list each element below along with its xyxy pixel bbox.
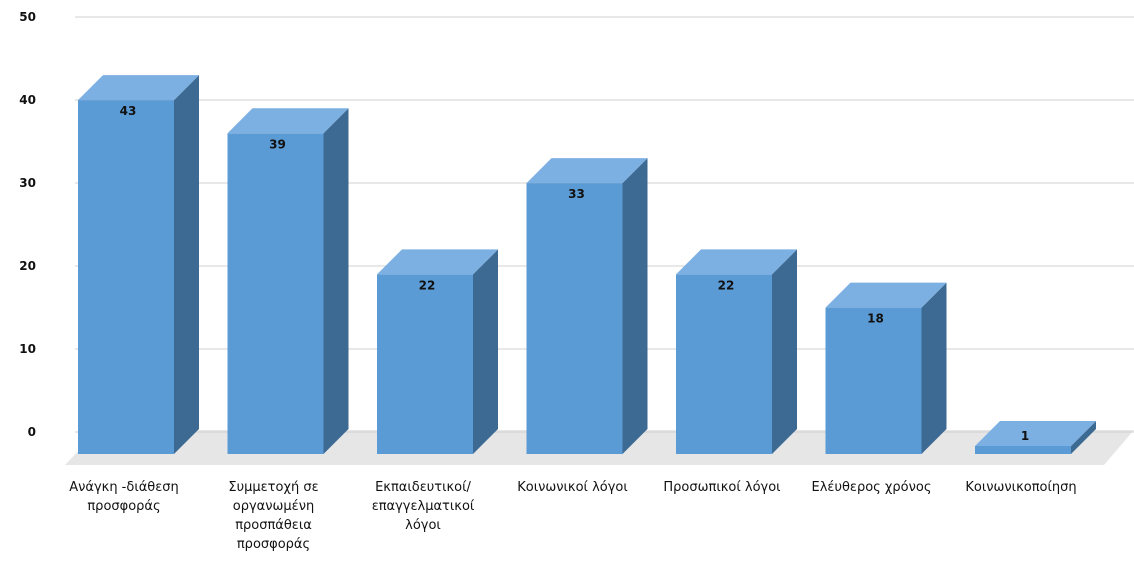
x-category-label: Ελέυθερος χρόνος (812, 480, 932, 495)
x-category-label-line: Ανάγκη -διάθεση (69, 480, 179, 495)
data-label: 22 (718, 278, 735, 292)
bar (227, 108, 349, 455)
bar-front (78, 100, 174, 454)
data-label: 33 (568, 187, 585, 201)
bar (526, 158, 648, 454)
bar-front (676, 274, 772, 454)
bar-top (377, 249, 498, 275)
bar (377, 249, 498, 454)
x-category-label-line: λόγοι (405, 518, 441, 533)
bar-front (377, 274, 473, 454)
data-label: 1 (1021, 429, 1029, 443)
bar (78, 75, 199, 454)
x-category-label-line: Ελέυθερος χρόνος (812, 480, 932, 495)
x-category-label: Κοινωνικοποίηση (965, 480, 1076, 495)
data-label: 43 (120, 104, 137, 118)
bar-top (78, 75, 199, 101)
data-label: 39 (269, 137, 286, 151)
x-axis: Ανάγκη -διάθεση προσφοράς Συμμετοχή σε οργα… (69, 480, 1076, 552)
x-category-label-line: Κοινωνικοί λόγοι (517, 480, 628, 495)
bar-side (622, 158, 648, 454)
bar-top (526, 158, 648, 184)
x-category-label-line: προσπάθεια (235, 518, 312, 533)
data-label: 18 (867, 312, 884, 326)
x-category-label-line: οργανωμένη (233, 499, 314, 514)
bar-front (526, 183, 623, 454)
bar (825, 282, 947, 454)
bar-front (825, 307, 922, 454)
bar-side (174, 75, 199, 454)
bar-side (772, 249, 797, 454)
bar-top (676, 249, 797, 275)
x-category-label: Κοινωνικοί λόγοι (517, 480, 628, 495)
x-category-label: Συμμετοχή σε οργανωμένη προσπάθεια προσφορά… (228, 480, 318, 552)
bar-top (975, 421, 1096, 446)
bar (676, 249, 797, 454)
bar-front (975, 446, 1071, 454)
bar-top (825, 282, 947, 308)
bar-side (1071, 421, 1096, 454)
bar-front (227, 133, 324, 455)
x-category-label-line: προσφοράς (237, 537, 310, 552)
data-labels: 43 39 22 33 22 18 1 (120, 104, 1030, 443)
x-category-label: Ανάγκη -διάθεση προσφοράς (69, 480, 179, 514)
y-tick-label: 20 (19, 259, 36, 273)
y-tick-label: 50 (19, 10, 36, 24)
x-category-label: Προσωπικοί λόγοι (663, 480, 780, 495)
y-tick-label: 40 (19, 93, 36, 107)
y-tick-label: 10 (19, 342, 36, 356)
bar-side (921, 282, 947, 454)
y-tick-label: 30 (19, 176, 36, 190)
bar-side (323, 108, 349, 455)
x-category-label-line: Προσωπικοί λόγοι (663, 480, 780, 495)
x-category-label-line: επαγγελματικοί (372, 499, 475, 514)
x-category-label: Εκπαιδευτικοί/επαγγελματικοί λόγοι (372, 480, 475, 533)
x-category-label-line: Εκπαιδευτικοί/ (375, 480, 471, 495)
bar-side (473, 249, 498, 454)
data-label: 22 (419, 278, 436, 292)
x-category-label-line: Συμμετοχή σε (228, 480, 318, 495)
x-category-label-line: προσφοράς (87, 499, 160, 514)
x-category-label-line: Κοινωνικοποίηση (965, 480, 1076, 495)
bars (78, 75, 1096, 455)
bar-top (227, 108, 349, 134)
y-tick-label: 0 (28, 425, 36, 439)
bar (975, 421, 1096, 454)
y-axis: 0 10 20 30 40 50 (19, 10, 36, 439)
